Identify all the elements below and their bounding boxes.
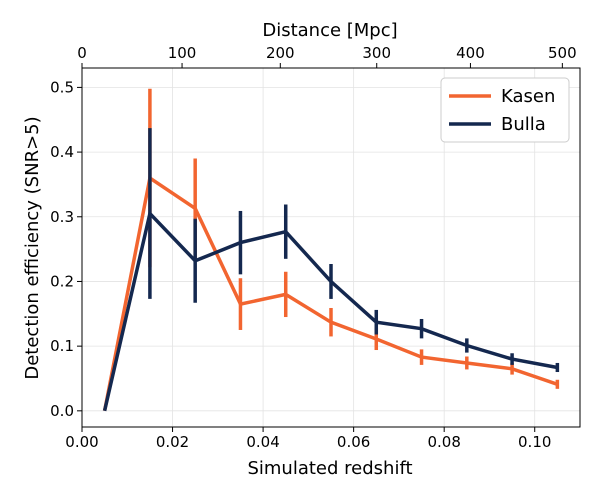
axes-layer: 0.00 0.02 0.04 0.06 0.08 0.10 0.0 0.1 0.2 0.3 0.4 0… [50,44,581,451]
x-tick-label: 0.06 [337,433,370,451]
y-tick-label: 0.0 [50,402,74,420]
x-tick-label: 0.10 [518,433,551,451]
plot-frame [81,67,581,428]
top-tick-label: 200 [266,44,295,62]
y-tick-label: 0.4 [50,143,74,161]
series-layer [102,88,560,412]
y-tick-label: 0.1 [50,337,74,355]
top-tick-label: 400 [456,44,485,62]
top-tick-label: 100 [168,44,197,62]
top-tick-label: 500 [548,44,577,62]
x-tick-label: 0.02 [156,433,189,451]
legend-box [440,77,570,143]
x-tick-label: 0.04 [246,433,279,451]
y-tick-label: 0.3 [50,208,74,226]
top-axis-title: Distance [Mpc] [262,20,397,41]
y-tick-label: 0.5 [50,78,74,96]
legend-label-bulla: Bulla [501,114,546,135]
legend: Kasen Bulla [440,77,570,143]
x-tick-label: 0.00 [65,433,98,451]
x-axis-title: Simulated redshift [247,458,412,479]
top-tick-label: 300 [362,44,391,62]
x-tick-label: 0.08 [427,433,460,451]
legend-label-kasen: Kasen [501,86,555,107]
y-axis-title: Detection efficiency (SNR>5) [22,116,43,379]
y-tick-label: 0.2 [50,272,74,290]
top-tick-label: 0 [77,44,87,62]
